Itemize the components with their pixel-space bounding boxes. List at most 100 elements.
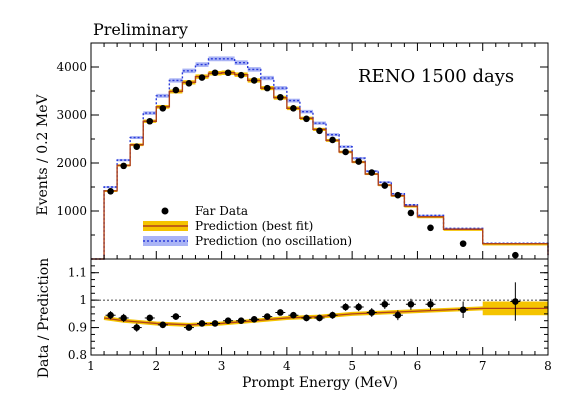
bottom-y-tick-label: 1 — [79, 293, 87, 307]
ratio-point — [368, 309, 376, 316]
ratio-point — [237, 317, 245, 325]
no-oscillation-band-bin — [352, 156, 366, 160]
banner-label: Preliminary — [93, 20, 188, 39]
far-data-point — [146, 117, 154, 125]
top-y-ticks: 1000 2000 3000 4000 — [56, 60, 548, 236]
ratio-point — [355, 303, 362, 311]
no-oscillation-band-bin — [260, 75, 274, 81]
bottom-x-tick-label: 8 — [544, 359, 552, 373]
ratio-point — [290, 311, 297, 319]
far-data-point — [120, 162, 127, 170]
ratio-point — [159, 321, 167, 329]
bottom-x-tick-label: 3 — [218, 359, 226, 373]
ratio-point — [211, 320, 219, 327]
top-y-tick-label: 2000 — [56, 156, 87, 170]
legend-marker-far-data — [161, 207, 169, 215]
ratio-point — [316, 314, 323, 322]
bottom-x-tick-label: 1 — [87, 359, 95, 373]
far-data-point — [290, 104, 297, 112]
top-y-axis-title: Events / 0.2 MeV — [35, 93, 51, 215]
bottom-y-axis-title: Data / Prediction — [36, 258, 52, 378]
ratio-point — [342, 303, 349, 311]
top-x-ticks — [90, 43, 536, 259]
ratio-point — [329, 311, 336, 319]
far-data-point — [368, 169, 376, 176]
ratio-point — [224, 317, 232, 325]
legend-band-no-osc — [143, 236, 188, 246]
far-data-point — [185, 80, 193, 87]
no-oscillation-band-bin — [169, 78, 183, 83]
far-data-point — [107, 188, 114, 195]
ratio-points — [105, 282, 521, 332]
far-data-point — [172, 86, 180, 94]
ratio-point — [407, 300, 415, 308]
far-data-points — [107, 69, 519, 259]
far-data-point — [224, 69, 232, 77]
far-data-point — [237, 71, 245, 79]
no-oscillation-band-bin — [234, 60, 248, 66]
ratio-point — [250, 316, 258, 323]
best-fit-band-bin — [482, 243, 548, 246]
ratio-point — [394, 311, 402, 319]
x-axis-title: Prompt Energy (MeV) — [242, 375, 398, 391]
best-fit-series-line — [91, 72, 549, 260]
ratio-point — [427, 300, 434, 308]
ratio-point — [146, 314, 154, 322]
no-oscillation-band-bin — [273, 86, 287, 91]
ratio-point — [120, 314, 127, 322]
legend-label-best-fit: Prediction (best fit) — [195, 219, 313, 233]
bottom-y-ticks: 0.8 0.9 1 1.1 — [68, 258, 548, 362]
far-data-point — [342, 148, 349, 156]
far-data-point — [459, 240, 467, 247]
experiment-label: RENO 1500 days — [358, 66, 514, 87]
bottom-x-tick-label: 6 — [414, 359, 422, 373]
far-data-point — [512, 251, 519, 259]
ratio-point — [107, 311, 114, 319]
ratio-panel: Data / Prediction Prompt Energy (MeV) 0.… — [36, 258, 552, 391]
top-y-tick-label: 3000 — [56, 108, 87, 122]
bottom-y-tick-label: 1.1 — [68, 266, 87, 280]
legend-label-far-data: Far Data — [195, 204, 248, 218]
far-data-point — [277, 93, 284, 101]
bottom-x-tick-label: 7 — [479, 359, 487, 373]
ratio-point — [185, 324, 193, 331]
best-fit-ratio-curve — [103, 306, 548, 327]
far-data-point — [133, 143, 140, 150]
ratio-point — [263, 313, 271, 320]
bottom-x-tick-label: 5 — [348, 359, 356, 373]
far-data-point — [316, 127, 323, 135]
legend-label-no-osc: Prediction (no oscillation) — [195, 234, 352, 248]
ratio-point — [277, 309, 284, 316]
ratio-point — [459, 306, 467, 314]
ratio-point — [512, 298, 519, 305]
no-oscillation-band-bin — [156, 93, 170, 98]
far-data-point — [159, 104, 167, 112]
no-oscillation-band-bin — [130, 136, 144, 140]
far-data-point — [381, 182, 389, 189]
far-data-point — [198, 74, 206, 81]
far-data-point — [329, 136, 336, 144]
no-oscillation-band-bin — [117, 158, 131, 162]
top-y-tick-label: 1000 — [56, 204, 87, 218]
bottom-plot-frame — [90, 258, 549, 356]
bottom-y-tick-label: 0.9 — [68, 321, 87, 335]
top-y-tick-label: 4000 — [56, 60, 87, 74]
bottom-x-tick-label: 4 — [283, 359, 291, 373]
ratio-point — [198, 320, 206, 327]
legend: Far Data Prediction (best fit) Predictio… — [143, 204, 352, 248]
bottom-x-tick-label: 2 — [152, 359, 160, 373]
far-data-point — [303, 115, 310, 123]
far-data-point — [263, 84, 271, 92]
no-oscillation-band-bin — [182, 68, 196, 74]
ratio-point — [133, 324, 140, 331]
far-data-point — [407, 209, 415, 217]
spectrum-panel: Preliminary RENO 1500 days Events / 0.2 … — [35, 20, 549, 260]
no-oscillation-band-bin — [339, 145, 353, 149]
far-data-point — [394, 191, 402, 199]
far-data-point — [427, 224, 434, 232]
bottom-y-tick-label: 0.8 — [68, 348, 87, 362]
no-oscillation-band-bin — [104, 186, 118, 189]
bottom-x-ticks: 1 2 3 4 5 6 7 8 — [87, 347, 552, 373]
far-data-point — [250, 77, 258, 84]
